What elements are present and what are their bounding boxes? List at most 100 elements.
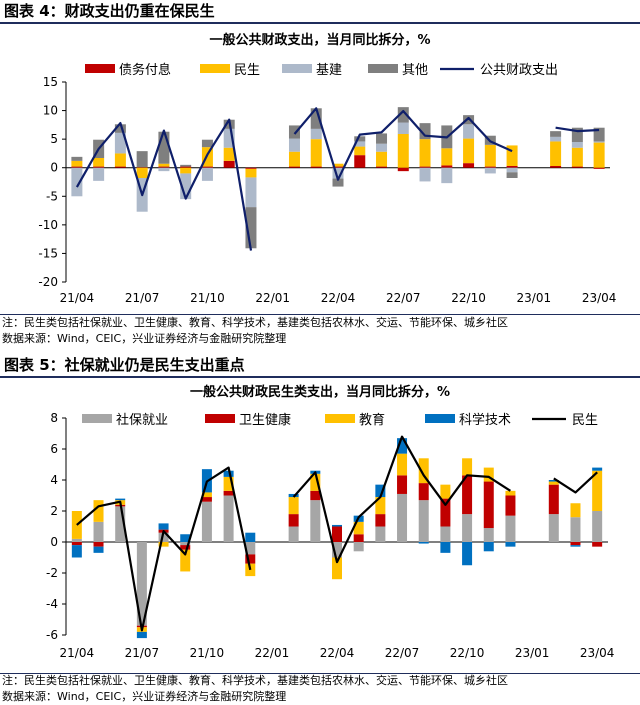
- chart4-x-tick-label: 23/04: [582, 291, 617, 305]
- chart4-bar: [419, 166, 431, 168]
- chart4-bar: [201, 166, 213, 168]
- chart4-bar: [550, 136, 562, 142]
- chart4-bar: [550, 166, 562, 168]
- chart5-bar: [397, 438, 408, 454]
- chart5-bar: [332, 542, 342, 558]
- chart5-bar: [375, 514, 386, 527]
- chart4-bar: [71, 167, 83, 197]
- chart4-y-tick-label: -5: [46, 189, 58, 203]
- chart4-bar: [463, 124, 475, 139]
- chart5-bar: [592, 467, 603, 471]
- chart4-legend-label: 债务付息: [119, 62, 171, 78]
- chart4-bar: [245, 168, 257, 178]
- chart4-legend-swatch: [368, 64, 398, 73]
- chart5-bar: [397, 453, 408, 476]
- chart4-bar: [506, 166, 518, 168]
- chart5-bar: [570, 503, 581, 518]
- chart5-bar: [158, 532, 169, 542]
- chart4-bar: [354, 141, 366, 147]
- chart5-bar: [505, 542, 516, 547]
- chart4-x-tick-label: 21/07: [125, 291, 160, 305]
- chart4-bar: [506, 167, 518, 173]
- chart4-bar: [354, 155, 366, 168]
- chart5-bar: [592, 511, 603, 542]
- chart5-bar: [93, 546, 104, 553]
- chart5-x-tick-label: 22/07: [385, 646, 420, 660]
- chart4-x-tick-label: 22/10: [451, 291, 486, 305]
- chart4-bar: [114, 166, 126, 168]
- chart4-bar: [571, 127, 583, 142]
- chart5-bar: [310, 490, 321, 501]
- chart5-x-tick-label: 22/04: [320, 646, 355, 660]
- chart4-y-tick-label: 0: [50, 161, 58, 175]
- chart5-bar: [288, 526, 299, 542]
- chart5-bar: [483, 542, 494, 552]
- chart4-bar: [180, 173, 192, 200]
- chart5-bar: [201, 501, 212, 542]
- chart4-bar: [550, 141, 562, 166]
- chart4-bar: [245, 177, 257, 208]
- chart5-bar: [440, 542, 451, 553]
- chart5-bar: [462, 514, 473, 542]
- chart5-bar: [245, 542, 256, 555]
- chart4-bar: [397, 167, 409, 172]
- chart5-legend-swatch: [82, 414, 112, 423]
- chart4-x-tick-label: 22/01: [255, 291, 290, 305]
- chart5-y-tick-label: 2: [50, 504, 58, 518]
- chart4-bar: [484, 144, 496, 167]
- chart4-bar: [201, 167, 213, 181]
- chart5-bar: [201, 497, 212, 502]
- chart4-bar: [288, 138, 300, 152]
- chart4-legend-label: 基建: [316, 63, 342, 78]
- chart4-bar: [376, 151, 388, 167]
- chart4-bar: [223, 147, 235, 161]
- chart4-bar: [180, 164, 192, 167]
- chart5-bar: [418, 542, 429, 544]
- chart5-bar: [462, 542, 473, 566]
- chart4-bar: [593, 127, 605, 142]
- chart4-bar: [484, 166, 496, 168]
- chart4-bar: [441, 165, 453, 168]
- chart5-x-tick-label: 21/04: [60, 646, 95, 660]
- chart4-bar: [506, 172, 518, 178]
- chart5-bar: [353, 542, 364, 552]
- chart5-bar: [115, 506, 126, 542]
- figure-5-note: 注：民生类包括社保就业、卫生健康、教育、科学技术，基建类包括农林水、交运、节能环…: [2, 674, 508, 687]
- chart4-bar: [441, 167, 453, 184]
- chart5-bar: [93, 521, 104, 542]
- chart5-bar: [223, 476, 234, 491]
- chart5-bar: [223, 470, 234, 477]
- chart4-bar: [136, 167, 148, 168]
- chart5-bar: [397, 475, 408, 494]
- chart5-bar: [505, 495, 516, 516]
- chart4-bar: [550, 131, 562, 137]
- chart4-bar: [201, 139, 213, 148]
- chart5-bar: [158, 542, 169, 547]
- chart4-x-tick-label: 21/04: [60, 291, 95, 305]
- chart5-bar: [136, 542, 147, 626]
- chart4-bar: [332, 163, 344, 167]
- chart4-legend-label: 其他: [402, 63, 428, 78]
- chart5-bar: [548, 484, 559, 515]
- chart5-legend-swatch: [425, 414, 455, 423]
- chart5-bar: [310, 500, 321, 542]
- chart4-bar: [354, 136, 366, 142]
- chart5-bar: [440, 484, 451, 499]
- chart5-y-tick-label: 8: [50, 411, 58, 425]
- chart5-bar: [93, 500, 104, 522]
- chart5-x-tick-label: 22/01: [255, 646, 290, 660]
- chart5-bar: [375, 497, 386, 515]
- chart4-bar: [310, 108, 322, 129]
- figure-5-title: 图表 5：社保就业仍是民生支出重点: [0, 354, 640, 378]
- chart4-bar: [419, 139, 431, 167]
- chart5-bar: [505, 490, 516, 496]
- chart4-x-tick-label: 21/10: [190, 291, 225, 305]
- chart5-bar: [462, 475, 473, 515]
- chart5-bar: [332, 557, 342, 580]
- chart4-bar: [441, 148, 453, 166]
- chart5-y-tick-label: -6: [46, 628, 58, 642]
- chart4-bar: [571, 166, 583, 168]
- chart4-bar: [593, 142, 605, 168]
- chart4-bar: [376, 166, 388, 168]
- chart4-legend-label: 民生: [234, 63, 260, 78]
